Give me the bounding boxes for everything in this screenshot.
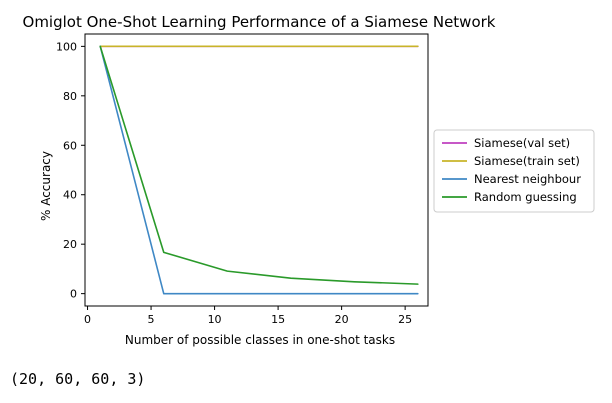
cell-output-text: (20, 60, 60, 3) [10, 370, 146, 388]
x-tick-label: 20 [335, 313, 349, 326]
legend-label: Siamese(train set) [474, 154, 580, 168]
x-tick-label: 25 [398, 313, 412, 326]
y-tick-label: 40 [63, 189, 77, 202]
legend-label: Nearest neighbour [474, 172, 581, 186]
x-tick-label: 10 [208, 313, 222, 326]
plot-frame [84, 33, 429, 307]
legend-box [433, 129, 595, 213]
legend-label: Random guessing [474, 190, 577, 204]
chart-title: Omiglot One-Shot Learning Performance of… [23, 13, 496, 31]
series-line-random-guessing [99, 45, 419, 285]
series-line-nearest-neighbour [99, 45, 419, 295]
y-axis-label: % Accuracy [39, 151, 53, 221]
x-tick-label: 5 [148, 313, 155, 326]
x-tick-label: 15 [271, 313, 285, 326]
axes: 0 5 10 15 20 25 0 20 40 60 80 100 [56, 33, 429, 326]
y-tick-label: 60 [63, 139, 77, 152]
legend: Siamese(val set) Siamese(train set) Neares… [433, 129, 595, 213]
y-tick-label: 0 [70, 288, 77, 301]
y-tick-label: 20 [63, 238, 77, 251]
series-lines [99, 45, 419, 295]
y-tick-label: 100 [56, 40, 77, 53]
x-tick-label: 0 [84, 313, 91, 326]
y-tick-label: 80 [63, 90, 77, 103]
legend-label: Siamese(val set) [474, 136, 570, 150]
x-axis-label: Number of possible classes in one-shot t… [125, 333, 395, 347]
